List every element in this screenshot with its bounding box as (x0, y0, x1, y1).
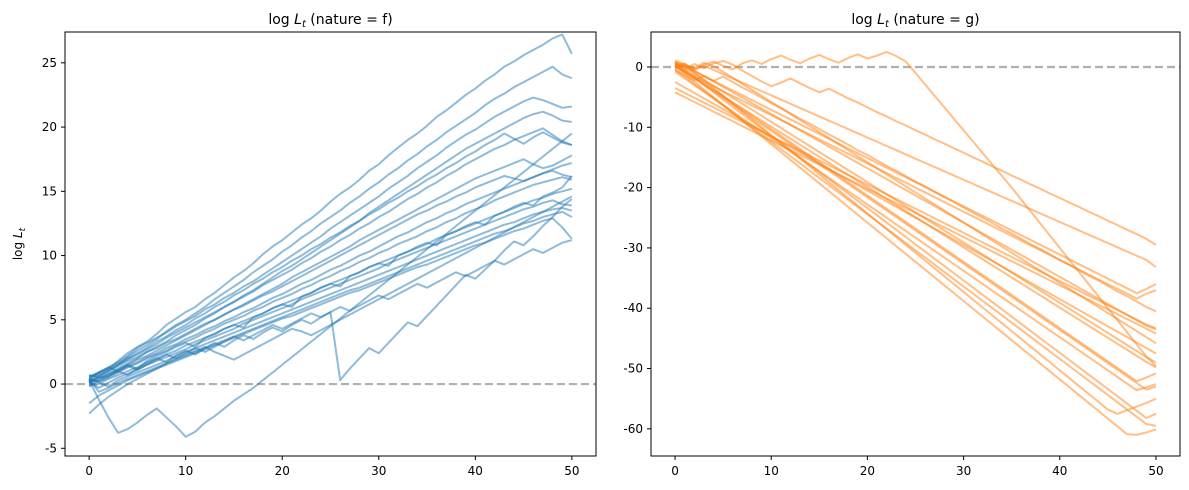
x-tick-label: 20 (275, 464, 290, 478)
x-tick-label: 0 (85, 464, 93, 478)
x-tick-label: 30 (956, 464, 971, 478)
panel-nature-f: 0 10 20 30 40 50 -5 0 5 10 15 20 25 log Lt (nature = … (11, 12, 597, 478)
y-tick-label: -60 (623, 422, 643, 436)
x-tick-label: 20 (860, 464, 875, 478)
y-tick-label: -10 (623, 120, 643, 134)
x-tick-label: 50 (564, 464, 579, 478)
series-line-12 (674, 68, 1157, 427)
series-line-15 (88, 132, 573, 438)
series-line-9 (674, 63, 1157, 391)
series-line-2 (674, 63, 1157, 269)
y-tick-label: 5 (49, 313, 57, 327)
series-line-7 (88, 169, 573, 388)
series-line-1 (674, 59, 1157, 246)
y-tick-label: -20 (623, 181, 643, 195)
x-tick-label: 0 (671, 464, 679, 478)
y-tick-label: 0 (635, 60, 643, 74)
panel-nature-g: 0 10 20 30 40 50 -60 -50 -40 -30 -20 -10 0 log Lt (na… (623, 12, 1181, 478)
series-line-18 (674, 70, 1157, 392)
series-line-10 (89, 187, 573, 387)
y-tick-label: 20 (42, 120, 57, 134)
y-tick-label: 25 (42, 56, 57, 70)
series-line-2 (88, 96, 572, 380)
series-line-6 (89, 162, 573, 378)
y-tick-label: 15 (42, 184, 57, 198)
y-tick-label: 0 (49, 377, 57, 391)
x-tick-label: 40 (1052, 464, 1067, 478)
x-tick-label: 50 (1148, 464, 1163, 478)
y-tick-label: -5 (45, 441, 57, 455)
y-tick-label: -50 (623, 362, 643, 376)
series-line-15 (674, 60, 1157, 364)
series-line-0 (88, 33, 573, 382)
axes-frame (64, 31, 597, 457)
series-line-19 (674, 63, 1157, 295)
series-line-1 (88, 65, 573, 383)
x-tick-label: 10 (764, 464, 779, 478)
series-line-16 (88, 195, 573, 415)
chart-title: log Lt (nature = f) (268, 12, 392, 30)
series-line-5 (88, 154, 573, 385)
series-line-19 (88, 131, 573, 384)
series-line-3 (88, 110, 572, 384)
series-line-4 (88, 127, 573, 379)
series-line-11 (674, 65, 1157, 436)
y-tick-label: 10 (42, 249, 57, 263)
y-tick-label: -30 (623, 241, 643, 255)
x-tick-label: 30 (371, 464, 386, 478)
series-line-8 (89, 176, 573, 383)
series-line-10 (674, 62, 1157, 419)
series-line-18 (88, 239, 573, 383)
x-tick-label: 10 (178, 464, 193, 478)
x-tick-label: 40 (468, 464, 483, 478)
series-line-13 (674, 59, 1157, 415)
y-axis-label: log Lt (11, 227, 28, 260)
series-line-16 (674, 66, 1157, 300)
series-line-17 (674, 61, 1157, 383)
axes-frame (650, 31, 1181, 457)
y-tick-label: -40 (623, 301, 643, 315)
chart-title: log Lt (nature = g) (851, 12, 979, 30)
series-line-5 (674, 69, 1157, 331)
